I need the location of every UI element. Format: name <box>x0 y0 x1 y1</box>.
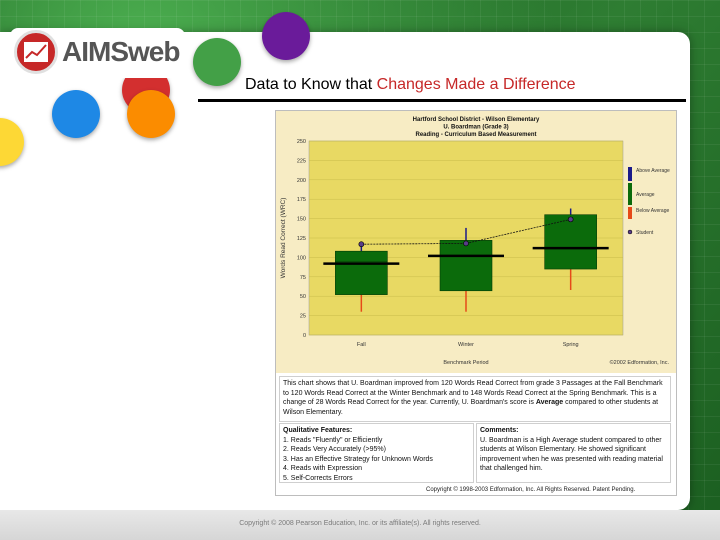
y-tick-label: 75 <box>300 275 306 281</box>
blue-circle <box>52 90 100 138</box>
legend-swatch-above <box>628 167 632 181</box>
student-point <box>463 240 469 247</box>
chart-area: Hartford School District - Wilson Elemen… <box>276 111 676 373</box>
summary-part-1: This chart shows that U. Boardman improv… <box>283 380 663 406</box>
slide-title: Data to Know that Changes Made a Differe… <box>245 76 576 94</box>
x-tick-label: Spring <box>563 342 579 348</box>
comments-text: U. Boardman is a High Average student co… <box>480 436 663 473</box>
legend-label: Above Average <box>636 168 670 174</box>
y-tick-label: 125 <box>297 236 306 242</box>
y-tick-label: 50 <box>300 294 306 300</box>
qualitative-item: 2. Reads Very Accurately (>95%) <box>283 446 386 453</box>
comments-title: Comments: <box>480 427 519 434</box>
orange-circle <box>127 90 175 138</box>
summary-part-3: compared to other students at Wilson Ele… <box>283 399 659 416</box>
summary-text: This chart shows that U. Boardman improv… <box>279 376 671 422</box>
y-tick-label: 25 <box>300 314 306 320</box>
legend-label: Student <box>636 230 654 236</box>
y-tick-label: 200 <box>297 178 306 184</box>
qualitative-item: 1. Reads "Fluently" or Efficiently <box>283 436 383 444</box>
title-rule <box>198 99 686 102</box>
legend-swatch-average <box>628 183 632 205</box>
aimsweb-logo: AIMSweb <box>10 28 185 78</box>
qualitative-item: 3. Has an Effective Strategy for Unknown… <box>283 455 433 463</box>
y-tick-label: 0 <box>303 333 306 339</box>
chart-badge-icon <box>14 30 58 74</box>
title-highlight: Changes Made a Difference <box>376 76 576 93</box>
y-axis-label: Words Read Correct (WRC) <box>280 198 287 279</box>
box-plot-chart: Hartford School District - Wilson Elemen… <box>280 117 670 366</box>
report-header-line: U. Boardman (Grade 3) <box>443 125 508 131</box>
y-tick-label: 100 <box>297 255 306 261</box>
y-tick-label: 250 <box>297 139 306 145</box>
legend-swatch-below <box>628 207 632 219</box>
report-copyright: ©2002 Edformation, Inc. <box>610 359 670 366</box>
student-line <box>361 218 571 245</box>
legend-label: Below Average <box>636 208 669 214</box>
box <box>439 240 493 292</box>
student-point <box>567 216 574 223</box>
comments-box: Comments: U. Boardman is a High Average … <box>476 423 671 483</box>
y-tick-label: 150 <box>297 217 306 223</box>
report-footnote: Copyright © 1998-2003 Edformation, Inc. … <box>426 487 636 493</box>
slide-copyright: Copyright © 2008 Pearson Education, Inc.… <box>239 520 481 527</box>
qualitative-features: Qualitative Features: 1. Reads "Fluently… <box>279 423 474 483</box>
green-circle <box>193 38 241 86</box>
qualitative-item: 5. Self-Corrects Errors <box>283 474 353 482</box>
x-tick-label: Fall <box>357 342 366 348</box>
qualitative-item: 4. Reads with Expression <box>283 465 362 472</box>
box <box>544 214 597 270</box>
x-axis-label: Benchmark Period <box>443 360 488 366</box>
legend-swatch-student <box>627 229 633 235</box>
box <box>335 250 388 295</box>
benchmark-report: Hartford School District - Wilson Elemen… <box>275 110 677 496</box>
summary-part-2: Average <box>535 399 564 406</box>
legend-label: Average <box>636 192 655 198</box>
report-header-line: Reading - Curriculum Based Measurement <box>415 132 536 138</box>
y-tick-label: 175 <box>297 197 306 203</box>
x-tick-label: Winter <box>458 342 474 348</box>
purple-circle <box>262 12 310 60</box>
logo-text: AIMSweb <box>62 36 180 67</box>
report-header-line: Hartford School District - Wilson Elemen… <box>413 117 540 123</box>
title-prefix: Data to Know that <box>245 76 377 93</box>
y-tick-label: 225 <box>297 158 306 164</box>
bottom-band <box>0 510 720 540</box>
qualitative-title: Qualitative Features: <box>283 427 353 434</box>
student-point <box>358 241 365 248</box>
